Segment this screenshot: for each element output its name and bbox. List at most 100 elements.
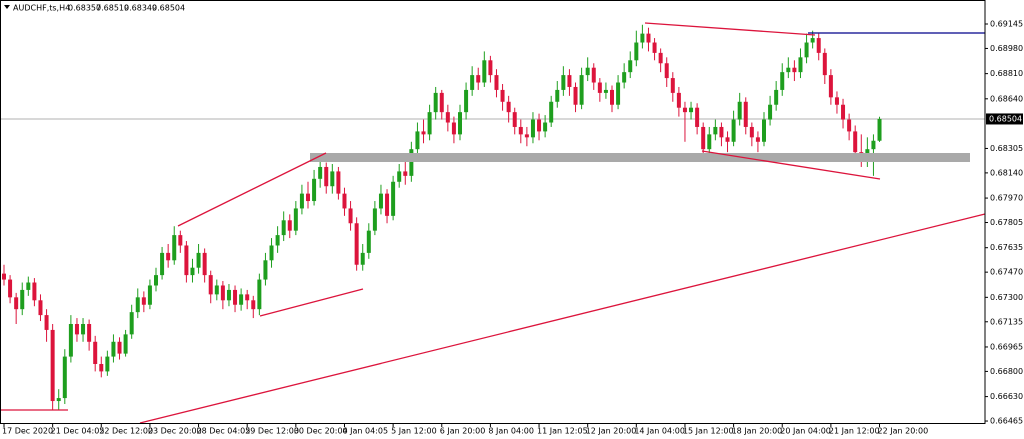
candle-body [81, 324, 86, 335]
x-tick-label: 28 Dec 04:05 [197, 427, 251, 436]
x-tick-label: 4 Jan 04:05 [342, 427, 388, 436]
x-tick-label: 15 Jan 12:00 [683, 427, 734, 436]
y-tick-label: 0.68305 [990, 144, 1023, 153]
candle-body [385, 193, 390, 216]
y-tick-label: 0.67300 [990, 293, 1023, 302]
price-label: 0.68504 [989, 114, 1022, 123]
x-tick-label: 29 Dec 12:00 [245, 427, 299, 436]
candle-body [111, 341, 116, 357]
x-tick-label: 18 Jan 20:00 [732, 427, 783, 436]
candle-body [792, 67, 797, 73]
candle-body [44, 315, 49, 330]
candle-body [421, 131, 426, 135]
candle-body [646, 33, 651, 43]
candle-body [555, 89, 560, 102]
candle-body [585, 67, 590, 76]
candle-body [743, 101, 748, 127]
candle-body [762, 119, 766, 142]
x-tick-label: 6 Jan 20:00 [440, 427, 486, 436]
candle-body [99, 364, 104, 372]
x-tick-label: 5 Jan 12:00 [391, 427, 437, 436]
candle-body [603, 89, 608, 93]
y-tick-label: 0.68810 [990, 69, 1023, 78]
header-close: 0.68504 [152, 4, 185, 13]
candle-body [178, 235, 183, 246]
candle-body [634, 42, 639, 61]
candle-body [749, 126, 754, 138]
candle-body [32, 282, 37, 301]
candle-body [257, 279, 262, 310]
candle-body [780, 72, 785, 90]
candle-body [543, 122, 548, 132]
candle-body [628, 60, 633, 73]
candle-body [172, 235, 177, 261]
y-tick-label: 0.67635 [990, 243, 1023, 252]
candle-body [251, 300, 256, 310]
candle-body [147, 285, 152, 305]
y-tick-label: 0.67970 [990, 194, 1023, 203]
candle-body [549, 101, 554, 123]
candle-body [822, 52, 827, 76]
candle-body [38, 300, 43, 316]
candle-body [306, 193, 310, 202]
candle-body [184, 245, 189, 276]
candle-body [62, 356, 67, 399]
candle-body [640, 33, 645, 43]
trend-line [259, 288, 364, 317]
x-tick-label: 21 Dec 04:05 [51, 427, 105, 436]
candle-body [372, 208, 377, 231]
candle-body [135, 297, 140, 313]
candle-body [591, 67, 596, 83]
candle-body [263, 260, 268, 280]
candle-body [579, 75, 584, 105]
candle-body [847, 119, 852, 132]
candle-body [670, 78, 675, 93]
candle-body [56, 398, 61, 402]
candle-body [269, 245, 274, 261]
candle-body [415, 131, 420, 150]
candle-body [622, 72, 627, 83]
chart-title: AUDCHF,ts,H4 [13, 4, 70, 13]
candle-body [226, 289, 231, 301]
candle-body [573, 86, 578, 105]
y-tick-label: 0.69145 [990, 20, 1023, 29]
candle-body [719, 126, 724, 138]
candle-body [567, 75, 572, 87]
candle-body [506, 101, 511, 113]
candle-body [664, 63, 669, 79]
candle-body [93, 341, 98, 364]
y-tick-label: 0.68980 [990, 44, 1023, 53]
candle-body [68, 324, 73, 357]
candle-body [512, 112, 517, 127]
x-tick-label: 22 Dec 12:00 [99, 427, 153, 436]
candle-body [196, 252, 201, 268]
y-tick-label: 0.67805 [990, 218, 1023, 227]
candle-body [774, 89, 779, 105]
x-tick-label: 21 Jan 12:00 [829, 427, 880, 436]
x-tick-label: 11 Jan 12:05 [537, 427, 588, 436]
candle-body [737, 101, 742, 120]
candle-body [403, 171, 408, 176]
candle-body [342, 193, 347, 209]
candle-body [336, 171, 341, 194]
candle-body [245, 294, 250, 301]
candle-body [299, 193, 304, 209]
y-tick-label: 0.67135 [990, 317, 1023, 326]
trend-line [177, 152, 327, 227]
candle-body [476, 75, 481, 83]
candle-body [470, 75, 475, 90]
trend-line [701, 150, 881, 180]
candle-body [439, 92, 444, 113]
candle-body [597, 82, 602, 93]
x-tick-label: 30 Dec 20:00 [294, 427, 348, 436]
candle-body [141, 297, 146, 305]
candle-body [239, 294, 244, 305]
candle-body [804, 42, 809, 58]
candle-body [500, 89, 505, 102]
candle-body [409, 149, 414, 176]
candle-body [676, 92, 681, 108]
candle-body [877, 118, 882, 141]
drawings [0, 22, 986, 424]
candle-body [834, 97, 839, 105]
